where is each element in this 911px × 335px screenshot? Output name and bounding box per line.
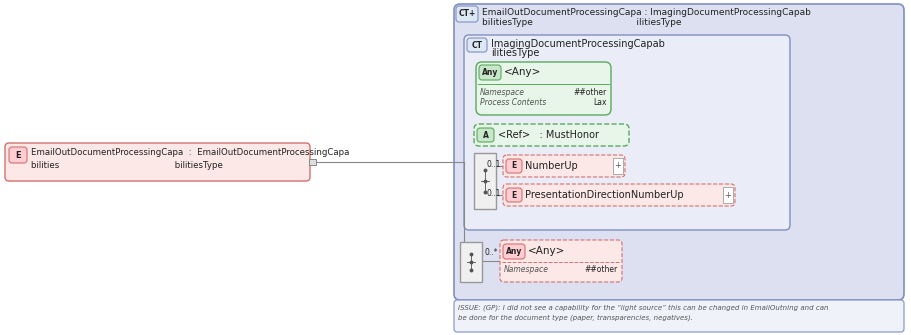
FancyBboxPatch shape bbox=[467, 38, 487, 52]
Text: 0..1: 0..1 bbox=[486, 189, 501, 198]
Text: PresentationDirectionNumberUp: PresentationDirectionNumberUp bbox=[525, 190, 683, 200]
Text: be done for the document type (paper, transparencies, negatives).: be done for the document type (paper, tr… bbox=[458, 314, 693, 321]
Text: ISSUE: (GP): I did not see a capability for the “light source” this can be chang: ISSUE: (GP): I did not see a capability … bbox=[458, 304, 828, 311]
FancyBboxPatch shape bbox=[454, 4, 904, 300]
Text: EmailOutDocumentProcessingCapa : ImagingDocumentProcessingCapab: EmailOutDocumentProcessingCapa : Imaging… bbox=[482, 8, 811, 17]
Text: bilities                                          bilitiesType: bilities bilitiesType bbox=[31, 161, 223, 170]
Text: EmailOutDocumentProcessingCapa  :  EmailOutDocumentProcessingCapa: EmailOutDocumentProcessingCapa : EmailOu… bbox=[31, 148, 350, 157]
Bar bbox=[309, 159, 316, 165]
FancyBboxPatch shape bbox=[503, 155, 625, 177]
FancyBboxPatch shape bbox=[506, 159, 522, 173]
Text: 0..1: 0..1 bbox=[486, 160, 501, 169]
FancyBboxPatch shape bbox=[477, 128, 494, 142]
FancyBboxPatch shape bbox=[503, 184, 735, 206]
FancyBboxPatch shape bbox=[454, 300, 904, 332]
Text: ##other: ##other bbox=[585, 265, 618, 274]
Text: CT: CT bbox=[472, 41, 483, 50]
Text: <Any>: <Any> bbox=[528, 246, 566, 256]
Text: Namespace: Namespace bbox=[480, 88, 525, 97]
Text: +: + bbox=[615, 161, 621, 171]
Text: Lax: Lax bbox=[593, 98, 607, 107]
Text: ImagingDocumentProcessingCapab: ImagingDocumentProcessingCapab bbox=[491, 39, 665, 49]
Text: E: E bbox=[511, 191, 517, 200]
Text: CT+: CT+ bbox=[458, 9, 476, 18]
Text: Any: Any bbox=[482, 68, 498, 77]
Text: Namespace: Namespace bbox=[504, 265, 549, 274]
Bar bbox=[723, 187, 733, 203]
FancyBboxPatch shape bbox=[5, 143, 310, 181]
Text: +: + bbox=[724, 191, 732, 200]
Text: 0..*: 0..* bbox=[485, 248, 498, 257]
Text: <Any>: <Any> bbox=[504, 67, 541, 77]
Text: A: A bbox=[483, 131, 488, 139]
Text: <Ref>   : MustHonor: <Ref> : MustHonor bbox=[498, 130, 599, 140]
FancyBboxPatch shape bbox=[464, 35, 790, 230]
Bar bbox=[474, 153, 496, 209]
Text: ilitiesType: ilitiesType bbox=[491, 48, 539, 58]
Bar bbox=[460, 242, 482, 282]
FancyBboxPatch shape bbox=[9, 147, 27, 163]
FancyBboxPatch shape bbox=[506, 188, 522, 202]
Text: Process Contents: Process Contents bbox=[480, 98, 547, 107]
FancyBboxPatch shape bbox=[474, 124, 629, 146]
FancyBboxPatch shape bbox=[456, 6, 478, 22]
Text: ##other: ##other bbox=[574, 88, 607, 97]
Text: bilitiesType                                    ilitiesType: bilitiesType ilitiesType bbox=[482, 18, 681, 27]
FancyBboxPatch shape bbox=[479, 65, 501, 80]
FancyBboxPatch shape bbox=[476, 62, 611, 115]
Text: E: E bbox=[511, 161, 517, 171]
Text: NumberUp: NumberUp bbox=[525, 161, 578, 171]
Text: Any: Any bbox=[506, 247, 522, 256]
FancyBboxPatch shape bbox=[500, 240, 622, 282]
FancyBboxPatch shape bbox=[503, 244, 525, 259]
Text: E: E bbox=[15, 150, 21, 159]
Bar bbox=[613, 158, 623, 174]
